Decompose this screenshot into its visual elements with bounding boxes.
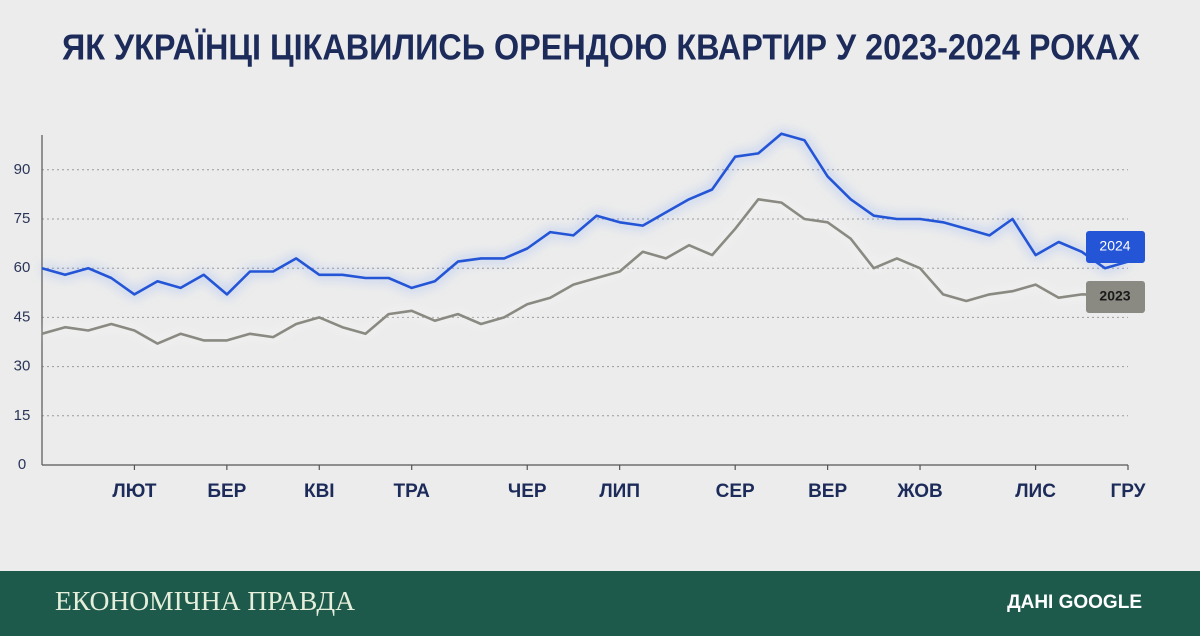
x-tick-label: ЛИС: [1015, 481, 1056, 502]
x-tick-label: СЕР: [716, 481, 755, 502]
legend-box: [1086, 281, 1145, 313]
x-tick-label: ЧЕР: [508, 481, 547, 502]
legend-label: 2023: [1099, 288, 1130, 304]
x-tick-label: ТРА: [394, 481, 431, 502]
y-tick-label: 60: [14, 259, 31, 276]
chart-title: ЯК УКРАЇНЦІ ЦІКАВИЛИСЬ ОРЕНДОЮ КВАРТИР У…: [62, 27, 1140, 68]
y-tick-label: 75: [14, 210, 31, 227]
x-tick-label: ГРУ: [1110, 481, 1145, 502]
y-tick-label: 15: [14, 407, 31, 424]
x-tick-label: ВЕР: [808, 481, 847, 502]
x-tick-label: ЛЮТ: [112, 481, 156, 502]
footer-band: [0, 571, 1200, 636]
x-tick-label: БЕР: [207, 481, 246, 502]
y-tick-label: 0: [18, 456, 26, 473]
brand: ЕКОНОМІЧНА ПРАВДА: [55, 586, 356, 616]
legend-label: 2024: [1099, 238, 1130, 254]
x-tick-label: КВІ: [304, 481, 335, 502]
y-tick-label: 45: [14, 308, 31, 325]
source: ДАНІ GOOGLE: [1007, 592, 1142, 613]
legend-box: [1086, 231, 1145, 263]
series-line: [41, 132, 1129, 296]
y-tick-label: 30: [14, 358, 31, 375]
x-tick-label: ЛИП: [599, 481, 640, 502]
series-line: [41, 198, 1128, 345]
y-tick-label: 90: [14, 161, 31, 178]
x-tick-label: ЖОВ: [896, 481, 942, 502]
